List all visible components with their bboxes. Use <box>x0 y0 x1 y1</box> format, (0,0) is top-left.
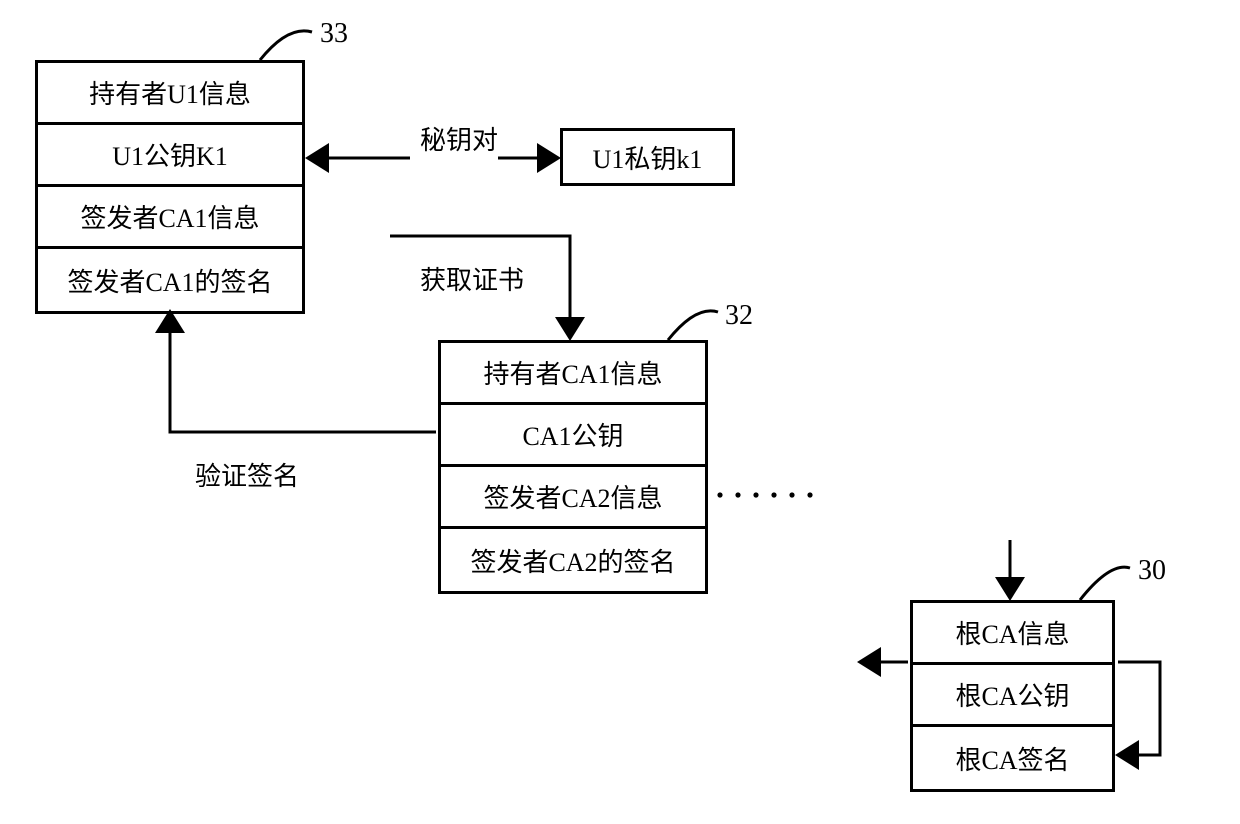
label-getcert: 获取证书 <box>420 260 524 297</box>
cert-block-32: 持有者CA1信息 CA1公钥 签发者CA2信息 签发者CA2的签名 <box>438 340 708 594</box>
b30-row-1: 根CA公钥 <box>913 665 1112 727</box>
cert-block-33: 持有者U1信息 U1公钥K1 签发者CA1信息 签发者CA1的签名 <box>35 60 305 314</box>
tag30-connector <box>1080 567 1130 600</box>
tag-32: 32 <box>725 300 753 332</box>
u1-private-key-box: U1私钥k1 <box>560 128 735 186</box>
tag-33: 33 <box>320 18 348 50</box>
root-self-loop <box>1118 662 1160 755</box>
tag-30: 30 <box>1138 555 1166 587</box>
b32-row-0: 持有者CA1信息 <box>441 343 705 405</box>
tag33-connector <box>260 31 312 60</box>
label-keypair: 秘钥对 <box>420 120 498 157</box>
verify-arrow <box>170 312 436 432</box>
cert-block-30: 根CA信息 根CA公钥 根CA签名 <box>910 600 1115 792</box>
label-verify: 验证签名 <box>195 456 299 493</box>
tag32-connector <box>668 311 718 340</box>
b33-row-1: U1公钥K1 <box>38 125 302 187</box>
diagram-canvas: 持有者U1信息 U1公钥K1 签发者CA1信息 签发者CA1的签名 33 持有者… <box>0 0 1240 824</box>
ellipsis-dots <box>717 492 812 497</box>
b32-row-3: 签发者CA2的签名 <box>441 529 705 591</box>
b30-row-0: 根CA信息 <box>913 603 1112 665</box>
b32-row-1: CA1公钥 <box>441 405 705 467</box>
b33-row-0: 持有者U1信息 <box>38 63 302 125</box>
b33-row-3: 签发者CA1的签名 <box>38 249 302 311</box>
b32-row-2: 签发者CA2信息 <box>441 467 705 529</box>
b30-row-2: 根CA签名 <box>913 727 1112 789</box>
b33-row-2: 签发者CA1信息 <box>38 187 302 249</box>
